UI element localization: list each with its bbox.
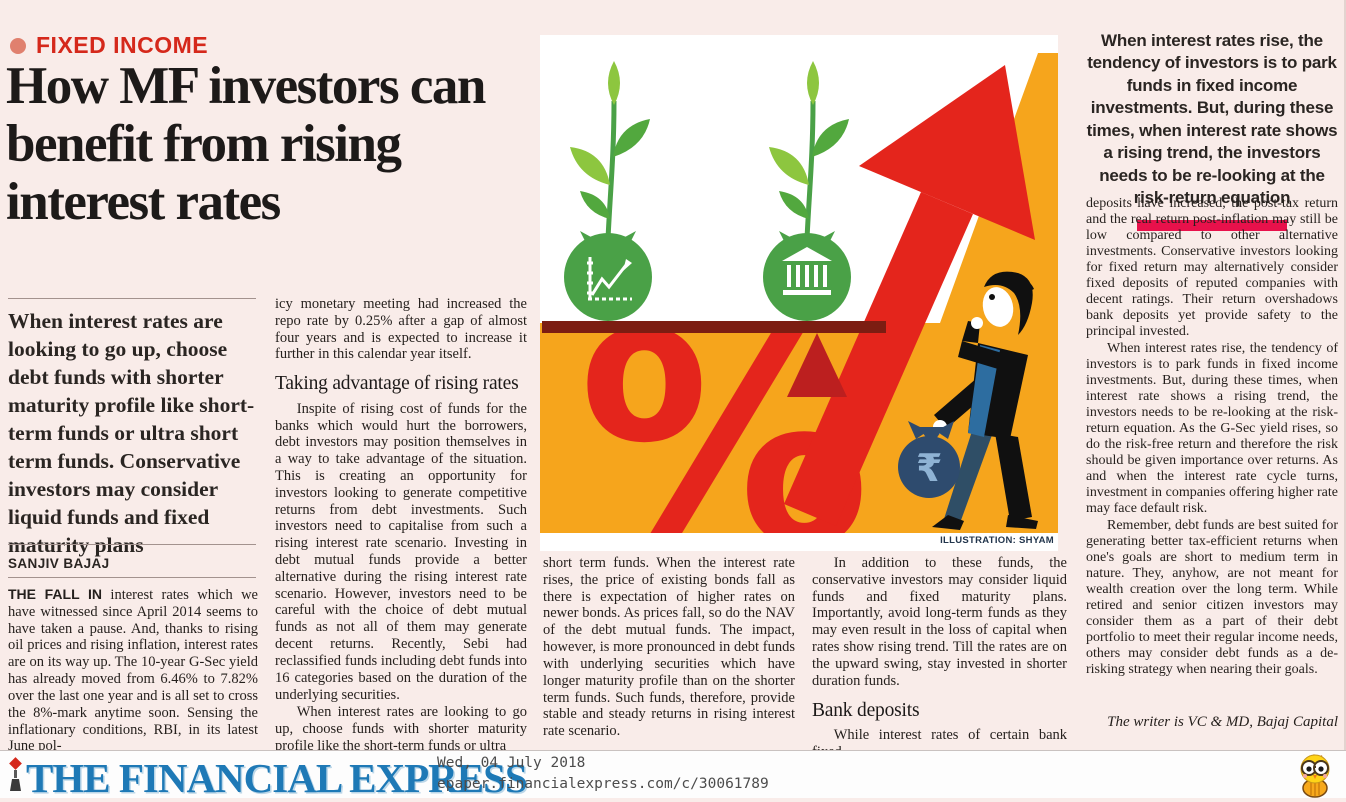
paragraph: Remember, debt funds are best suited for… [1086,518,1338,678]
investor-figure: ₹ [898,271,1038,530]
writer-credit: The writer is VC & MD, Bajaj Capital [1107,714,1338,730]
epaper-meta: Wed, 04 July 2018 epaper.financialexpres… [437,753,769,795]
body-column-4: In addition to these funds, the conserva… [812,555,1067,761]
pull-quote-text: When interest rates rise, the tendency o… [1086,31,1338,208]
epaper-footer-bar: THE FINANCIAL EXPRESS Wed, 04 July 2018 … [0,750,1346,801]
paragraph: When interest rates are looking to go up… [275,704,527,754]
section-label: FIXED INCOME [36,32,209,58]
paragraph: short term funds. When the interest rate… [543,555,795,740]
sprout-left [570,61,650,240]
paragraph: icy monetary meeting had increased the r… [275,296,527,363]
divider [8,544,256,545]
pull-quote-underline [1137,219,1287,231]
financial-express-logo-icon [9,757,22,791]
paragraph: In addition to these funds, the conserva… [812,555,1067,689]
body-column-2: icy monetary meeting had increased the r… [275,296,527,755]
pull-quote: When interest rates rise, the tendency o… [1082,30,1342,231]
masthead: THE FINANCIAL EXPRESS [26,755,528,801]
byline: SANJIV BAJAJ [8,556,256,578]
money-bag: ₹ [898,421,960,498]
sprout-right [769,61,849,240]
epaper-url: epaper.financialexpress.com/c/30061789 [437,776,769,793]
owl-mascot-button[interactable] [1292,753,1338,798]
illustration: % [540,35,1058,551]
paragraph: Inspite of rising cost of funds for the … [275,400,527,703]
subhead-taking-advantage: Taking advantage of rising rates [275,373,519,395]
illustration-graphic: % [540,35,1058,533]
paragraph-text: interest rates which we have witnessed s… [8,587,258,755]
orange-background [540,53,1058,533]
paragraph: THE FALL IN interest rates which we have… [8,586,258,755]
seesaw-plank [542,321,886,333]
body-column-1: THE FALL IN interest rates which we have… [8,586,258,755]
body-column-3: short term funds. When the interest rate… [543,555,795,740]
standfirst-text: When interest rates are looking to go up… [8,309,255,557]
paragraph: deposits have increased, the post-tax re… [1086,196,1338,340]
subhead-bank-deposits: Bank deposits [812,699,920,721]
lead-in: THE FALL IN [8,586,103,602]
section-dot-icon [10,37,26,54]
body-column-5: deposits have increased, the post-tax re… [1086,196,1338,678]
bank-icon [782,247,832,295]
article-headline: How MF investors can benefit from rising… [6,57,486,231]
illustration-credit: ILLUSTRATION: SHYAM [540,533,1058,551]
bank-money-bag [763,231,851,321]
section-kicker: FIXED INCOME [10,32,208,59]
standfirst: When interest rates are looking to go up… [8,298,256,559]
paragraph: When interest rates rise, the tendency o… [1086,341,1338,517]
fulcrum-triangle [787,333,847,397]
growth-chart-money-bag [564,231,652,321]
rupee-symbol: ₹ [916,446,942,490]
growth-chart-icon [587,257,632,301]
rising-arrow-icon [784,65,1035,526]
epaper-date: Wed, 04 July 2018 [437,755,586,771]
